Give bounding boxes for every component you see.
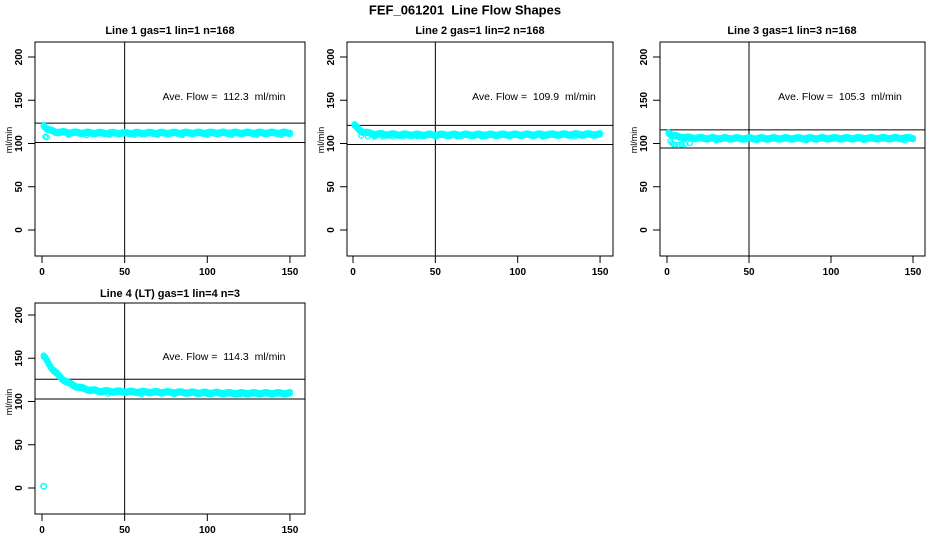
svg-text:100: 100 xyxy=(14,393,25,410)
svg-text:150: 150 xyxy=(282,525,299,536)
svg-text:200: 200 xyxy=(639,48,650,65)
panel2-ave-flow-annotation: Ave. Flow = 109.9 ml/min xyxy=(472,91,596,103)
svg-text:100: 100 xyxy=(639,135,650,152)
svg-text:150: 150 xyxy=(592,267,609,278)
svg-text:0: 0 xyxy=(664,267,670,278)
svg-text:50: 50 xyxy=(14,439,25,451)
svg-text:0: 0 xyxy=(39,525,45,536)
svg-text:0: 0 xyxy=(326,227,337,233)
svg-text:200: 200 xyxy=(14,48,25,65)
svg-text:100: 100 xyxy=(199,267,216,278)
svg-text:50: 50 xyxy=(743,267,755,278)
svg-text:150: 150 xyxy=(14,91,25,108)
figure-title: FEF_061201 Line Flow Shapes xyxy=(368,2,562,18)
svg-text:50: 50 xyxy=(639,181,650,193)
svg-text:0: 0 xyxy=(350,267,356,278)
svg-text:100: 100 xyxy=(199,525,216,536)
svg-text:200: 200 xyxy=(14,306,25,323)
svg-text:50: 50 xyxy=(119,525,131,536)
svg-text:0: 0 xyxy=(39,267,45,278)
svg-text:0: 0 xyxy=(14,227,25,233)
svg-text:150: 150 xyxy=(639,91,650,108)
panel1-ave-flow-annotation: Ave. Flow = 112.3 ml/min xyxy=(162,91,286,103)
panel1-title: Line 1 gas=1 lin=1 n=168 xyxy=(105,25,235,37)
panel2-y-axis-label: ml/min xyxy=(316,126,326,154)
svg-text:0: 0 xyxy=(639,227,650,233)
panel1-y-axis-label: ml/min xyxy=(4,126,14,154)
panel3-title: Line 3 gas=1 lin=3 n=168 xyxy=(727,25,857,37)
svg-text:100: 100 xyxy=(14,135,25,152)
panel4-ave-flow-annotation: Ave. Flow = 114.3 ml/min xyxy=(162,351,286,363)
svg-text:150: 150 xyxy=(905,267,922,278)
svg-text:100: 100 xyxy=(823,267,840,278)
panel4-title: Line 4 (LT) gas=1 lin=4 n=3 xyxy=(99,288,241,300)
panel3-ave-flow-annotation: Ave. Flow = 105.3 ml/min xyxy=(778,91,902,103)
svg-text:0: 0 xyxy=(14,485,25,491)
svg-text:150: 150 xyxy=(282,267,299,278)
svg-text:150: 150 xyxy=(326,91,337,108)
svg-text:150: 150 xyxy=(14,349,25,366)
panel3-y-axis-label: ml/min xyxy=(629,126,639,154)
svg-text:100: 100 xyxy=(509,267,526,278)
svg-text:50: 50 xyxy=(119,267,131,278)
svg-text:100: 100 xyxy=(326,135,337,152)
svg-text:50: 50 xyxy=(326,181,337,193)
svg-text:50: 50 xyxy=(430,267,442,278)
svg-text:200: 200 xyxy=(326,48,337,65)
svg-text:50: 50 xyxy=(14,181,25,193)
panel4-y-axis-label: ml/min xyxy=(4,388,14,416)
panel2-title: Line 2 gas=1 lin=2 n=168 xyxy=(415,25,545,37)
